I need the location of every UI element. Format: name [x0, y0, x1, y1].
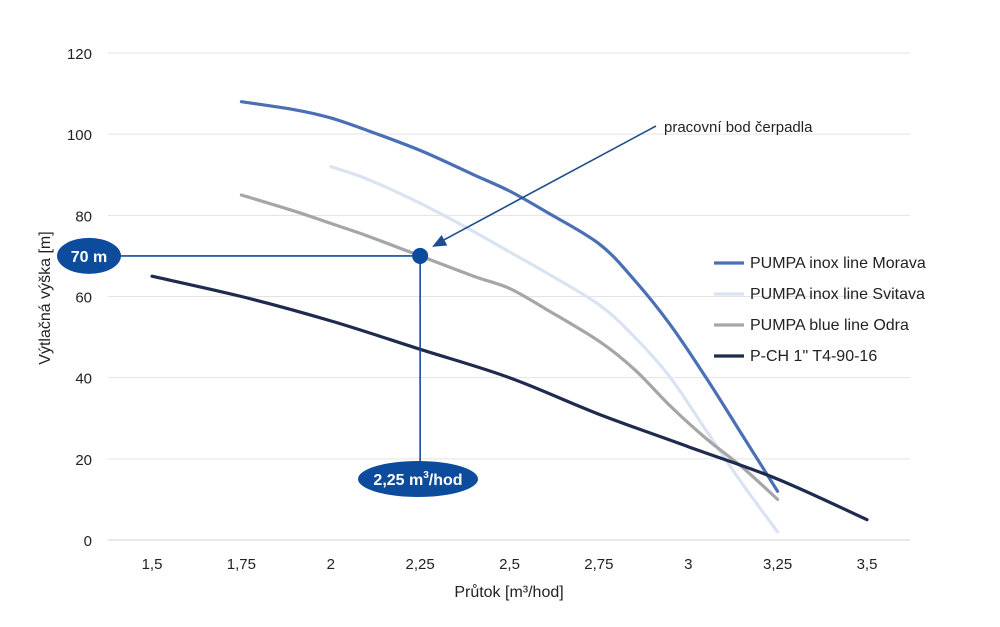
x-tick-label: 2,5 — [499, 556, 520, 573]
y-value-badge — [57, 237, 121, 274]
x-badge-superscript: 3 — [423, 470, 429, 481]
legend: PUMPA inox line Morava PUMPA inox line Sv… — [714, 255, 926, 365]
y-axis-title: Výtlačná výška [m] — [37, 231, 54, 364]
x-value-badge — [358, 461, 478, 497]
x-tick-label: 3,5 — [857, 556, 878, 573]
x-value-badge-text: 2,25 m3/hod — [373, 470, 462, 489]
y-value-badge-text: 70 m — [71, 249, 107, 266]
callout-label: pracovní bod čerpadla — [664, 119, 813, 136]
series-line-4 — [150, 274, 869, 522]
y-tick-label: 80 — [75, 208, 92, 225]
series-line-3 — [239, 193, 780, 501]
callout-arrowhead — [432, 234, 448, 247]
series-line-1 — [239, 100, 780, 493]
operating-point-annotation: 70 m 2,25 m3/hod pracovní bod čerpadla — [57, 119, 813, 497]
series-line-2 — [329, 165, 780, 534]
x-badge-tail: /hod — [429, 472, 463, 489]
y-axis-ticks: 0 20 40 60 80 100 120 — [67, 46, 92, 550]
legend-label-3: PUMPA blue line Odra — [750, 317, 909, 334]
y-tick-label: 0 — [84, 533, 92, 550]
x-axis-title: Průtok [m³/hod] — [454, 583, 563, 601]
x-tick-label: 2,25 — [406, 556, 435, 573]
x-tick-label: 2,75 — [584, 556, 613, 573]
y-tick-label: 20 — [75, 452, 92, 469]
x-tick-label: 2 — [327, 556, 335, 573]
operating-point-marker — [412, 247, 429, 264]
legend-label-2: PUMPA inox line Svitava — [750, 286, 925, 303]
x-axis-ticks: 1,5 1,75 2 2,25 2,5 2,75 3 3,25 3,5 — [142, 556, 878, 573]
x-tick-label: 3 — [684, 556, 692, 573]
y-tick-label: 100 — [67, 127, 92, 144]
y-tick-label: 40 — [75, 371, 92, 388]
x-tick-label: 3,25 — [763, 556, 792, 573]
x-tick-label: 1,5 — [142, 556, 163, 573]
legend-label-1: PUMPA inox line Morava — [750, 255, 926, 272]
legend-label-4: P-CH 1" T4-90-16 — [750, 348, 877, 365]
x-badge-main: 2,25 m — [373, 472, 423, 489]
y-tick-label: 120 — [67, 46, 92, 63]
x-tick-label: 1,75 — [227, 556, 256, 573]
series-lines — [150, 100, 869, 534]
callout-arrow-line — [439, 125, 657, 243]
y-tick-label: 60 — [75, 290, 92, 307]
